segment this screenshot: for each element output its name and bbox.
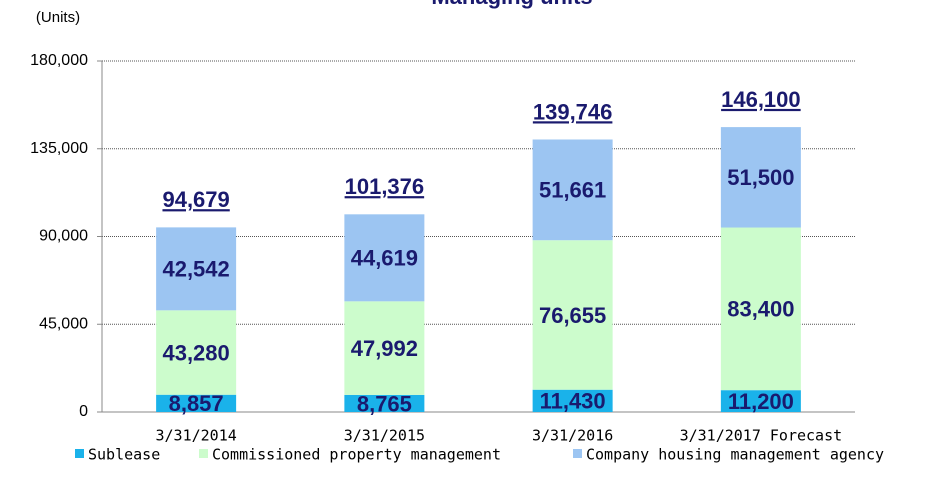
- y-tick-label: 135,000: [30, 140, 88, 157]
- value-label: 42,542: [162, 257, 229, 282]
- value-label: 76,655: [539, 303, 606, 328]
- bar-segment: [344, 214, 425, 302]
- value-label: 8,765: [357, 391, 412, 416]
- chart-title: Managing units: [431, 0, 592, 9]
- bar-segment: [344, 394, 425, 412]
- total-label: 94,679: [162, 187, 229, 212]
- x-tick-label: 3/31/2015: [344, 427, 425, 445]
- value-label: 44,619: [351, 246, 418, 271]
- bar-segment: [156, 227, 237, 311]
- bar-segment: [720, 227, 801, 391]
- value-label: 51,500: [727, 165, 794, 190]
- bar-segment: [532, 240, 613, 390]
- y-tick-label: 90,000: [39, 228, 88, 245]
- total-label: 139,746: [533, 99, 613, 124]
- y-axis-label: (Units): [36, 9, 80, 26]
- x-tick-label: 3/31/2016: [532, 427, 613, 445]
- legend-swatch: [199, 449, 208, 458]
- total-label: 101,376: [345, 174, 425, 199]
- x-tick-label: 3/31/2014: [155, 427, 236, 445]
- total-label: 146,100: [721, 87, 801, 112]
- bar-segment: [156, 310, 237, 395]
- bar-segment: [156, 394, 237, 412]
- legend-label: Commissioned property management: [212, 446, 501, 464]
- y-tick-label: 180,000: [30, 52, 88, 69]
- y-tick-label: 45,000: [39, 315, 88, 332]
- legend-label: Company housing management agency: [586, 446, 884, 464]
- y-tick-label: 0: [79, 403, 88, 420]
- value-label: 11,430: [540, 389, 606, 414]
- bar-segment: [532, 139, 613, 241]
- legend-swatch: [573, 449, 582, 458]
- bar-segment: [532, 389, 613, 412]
- bar-segment: [344, 301, 425, 395]
- value-label: 43,280: [162, 340, 229, 365]
- value-label: 47,992: [351, 336, 418, 361]
- value-label: 83,400: [727, 297, 794, 322]
- bar-segment: [720, 127, 801, 228]
- legend-label: Sublease: [88, 446, 160, 464]
- x-tick-label: 3/31/2017 Forecast: [680, 427, 843, 445]
- value-label: 11,200: [728, 389, 794, 414]
- value-label: 8,857: [169, 391, 224, 416]
- bar-segment: [720, 390, 801, 412]
- legend-swatch: [75, 449, 84, 458]
- value-label: 51,661: [539, 178, 606, 203]
